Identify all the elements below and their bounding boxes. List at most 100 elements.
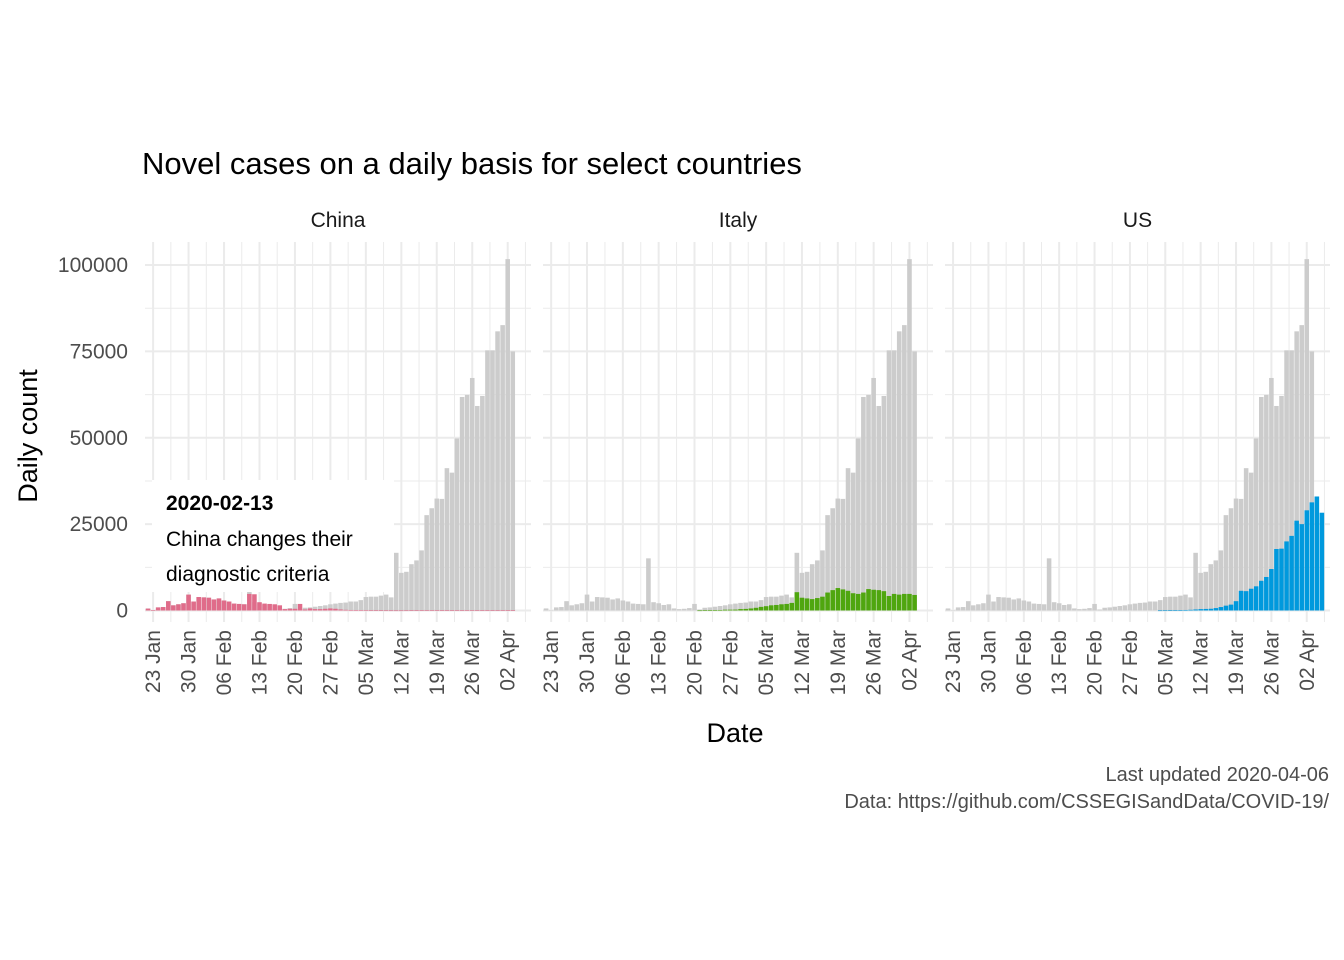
background-bar: [1309, 351, 1315, 611]
x-tick-label: 20 Feb: [284, 630, 307, 695]
background-bar: [1269, 377, 1274, 611]
background-bar: [809, 564, 815, 611]
background-bar: [490, 350, 495, 611]
background-bar: [1259, 396, 1264, 611]
background-bar: [907, 259, 912, 611]
bar-china: [358, 610, 364, 611]
x-tick-label: 02 Apr: [497, 630, 520, 691]
bar-china: [186, 594, 191, 611]
background-bar: [1127, 604, 1133, 611]
background-bar: [464, 394, 470, 611]
x-tick-label: 05 Mar: [355, 630, 378, 695]
bar-china: [419, 610, 424, 611]
x-tick-label: 06 Feb: [612, 630, 635, 695]
background-bar: [676, 609, 682, 611]
background-bar: [1046, 558, 1052, 611]
bar-italy: [809, 599, 815, 611]
bar-italy: [774, 604, 779, 611]
bar-china: [429, 610, 434, 611]
background-bar: [1304, 259, 1310, 611]
bar-china: [500, 610, 505, 611]
bar-italy: [896, 594, 902, 611]
bar-china: [459, 610, 465, 611]
background-bar: [317, 606, 323, 611]
bar-china: [388, 610, 394, 612]
facet-italy: Italy 23 Jan 30 Jan 06 Feb 13 Feb 20 Feb 27 Fe…: [540, 209, 933, 695]
bar-china: [287, 608, 293, 611]
background-bar: [1279, 395, 1284, 611]
background-bar: [1218, 550, 1224, 611]
background-bar: [976, 604, 981, 611]
background-bar: [825, 515, 830, 611]
background-bar: [1006, 597, 1011, 611]
background-bar: [738, 602, 743, 611]
bar-china: [176, 604, 181, 611]
bar-italy: [768, 605, 774, 611]
y-tick-label: 75000: [70, 340, 128, 363]
bar-china: [505, 610, 510, 611]
bar-italy: [881, 591, 887, 611]
x-tick-label: 20 Feb: [683, 630, 706, 695]
background-bar: [1223, 515, 1229, 611]
bar-us: [1198, 609, 1203, 611]
bar-italy: [722, 609, 728, 611]
bar-china: [464, 610, 470, 611]
bar-italy: [789, 602, 795, 611]
background-bar: [1238, 498, 1244, 611]
background-bar: [564, 601, 569, 611]
bar-china: [439, 610, 445, 611]
background-bar: [784, 594, 789, 611]
facet-strip-label: Italy: [719, 209, 758, 232]
bar-china: [368, 610, 374, 611]
background-bar: [393, 552, 399, 611]
x-tick-label: 27 Feb: [719, 630, 742, 695]
bar-italy: [717, 609, 723, 611]
background-bar: [986, 594, 991, 611]
bar-italy: [743, 608, 748, 611]
bar-italy: [861, 592, 866, 611]
bar-china: [267, 603, 272, 611]
background-bar: [383, 594, 389, 611]
background-bar: [1051, 602, 1057, 611]
background-bar: [1092, 603, 1097, 611]
background-bar: [605, 597, 610, 611]
background-bar: [1041, 604, 1047, 611]
bar-italy: [835, 588, 841, 611]
bar-china: [302, 609, 308, 611]
x-tick-label: 23 Jan: [540, 630, 563, 693]
facet-us: US 23 Jan 30 Jan 06 Feb 13 Feb 20 Feb 27 Feb 05…: [942, 209, 1330, 695]
background-bar: [1112, 606, 1118, 611]
bar-china: [444, 610, 450, 611]
x-tick-label: 05 Mar: [755, 630, 778, 695]
background-bar: [1183, 594, 1188, 611]
bar-italy: [886, 595, 892, 611]
bar-italy: [815, 598, 820, 611]
background-bar: [424, 515, 429, 611]
background-bar: [378, 595, 384, 611]
bar-china: [454, 610, 460, 611]
bar-china: [211, 599, 217, 611]
background-bar: [871, 377, 876, 611]
background-bar: [886, 350, 892, 611]
background-bar: [707, 607, 713, 611]
background-bar: [635, 603, 641, 611]
bar-us: [1279, 548, 1284, 611]
bar-us: [1259, 580, 1264, 611]
background-bar: [353, 601, 359, 611]
facet-china: China 23 Jan 30 Jan 06 Feb 13 Feb 20 Feb 27 Fe…: [142, 209, 531, 695]
background-bar: [333, 603, 338, 611]
bar-us: [1284, 541, 1289, 611]
bar-italy: [758, 606, 764, 611]
bar-us: [1228, 604, 1234, 611]
background-bar: [1067, 604, 1072, 611]
background-bar: [579, 603, 585, 611]
background-bar: [855, 438, 861, 611]
background-bar: [912, 351, 917, 611]
bar-china: [317, 609, 323, 611]
annotation-line-2: diagnostic criteria: [166, 563, 330, 586]
background-bar: [1208, 564, 1214, 611]
background-bar: [388, 597, 394, 611]
bar-china: [328, 608, 333, 611]
background-bar: [312, 606, 318, 611]
